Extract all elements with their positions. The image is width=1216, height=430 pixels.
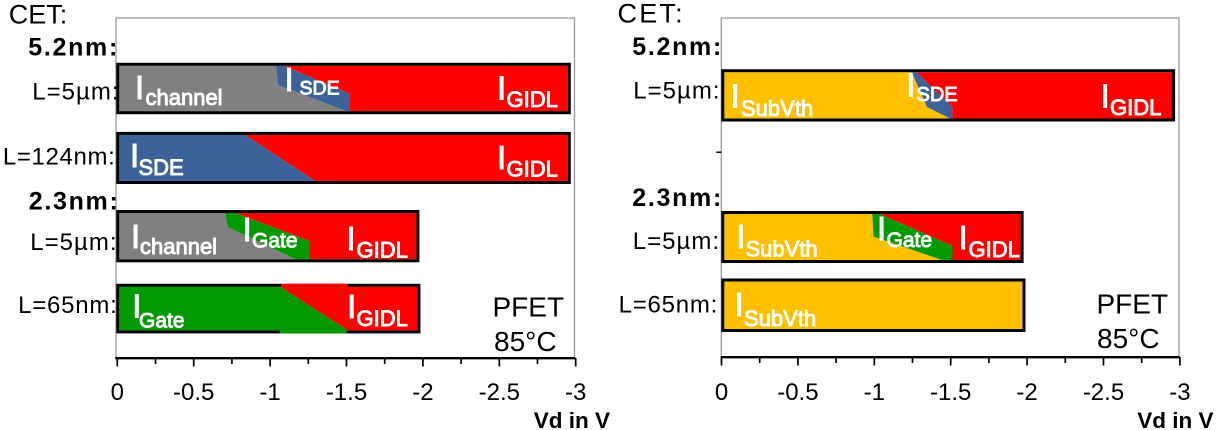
svg-text:PFET: PFET (1097, 289, 1169, 320)
svg-text:I: I (135, 69, 144, 106)
svg-text:-0.5: -0.5 (777, 379, 818, 406)
svg-text:L=5µm:: L=5µm: (32, 79, 119, 106)
svg-text:-1: -1 (259, 379, 280, 406)
svg-text:L=124nm:: L=124nm: (3, 144, 116, 171)
svg-text:L=5µm:: L=5µm: (30, 229, 117, 256)
svg-text:85°C: 85°C (1097, 323, 1160, 354)
svg-text:GIDL: GIDL (357, 306, 408, 331)
svg-text:85°C: 85°C (494, 326, 557, 357)
svg-text:I: I (132, 288, 141, 325)
svg-text:I: I (731, 78, 740, 115)
svg-text:I: I (736, 218, 745, 255)
svg-text:-2.5: -2.5 (479, 379, 520, 406)
svg-text:-1: -1 (864, 379, 885, 406)
svg-text:I: I (285, 61, 294, 98)
svg-text:-0.5: -0.5 (173, 379, 214, 406)
svg-text:0: 0 (715, 379, 728, 406)
svg-text:-3: -3 (565, 379, 586, 406)
svg-text:channel: channel (140, 234, 217, 259)
svg-text:CET:: CET: (9, 0, 68, 30)
svg-text:GIDL: GIDL (507, 87, 558, 112)
svg-text:channel: channel (146, 85, 223, 110)
svg-text:I: I (243, 211, 252, 248)
svg-text:-2: -2 (1016, 379, 1037, 406)
svg-text:I: I (131, 218, 140, 255)
svg-text:5.2nm:: 5.2nm: (632, 33, 723, 61)
svg-text:Gate: Gate (139, 310, 185, 333)
svg-text:5.2nm:: 5.2nm: (28, 33, 119, 61)
svg-text:GIDL: GIDL (357, 238, 408, 263)
svg-text:2.3nm:: 2.3nm: (632, 184, 723, 212)
svg-text:I: I (130, 137, 139, 174)
svg-text:L=5µm:: L=5µm: (633, 78, 720, 105)
svg-text:Gate: Gate (252, 230, 298, 253)
svg-text:L=65nm:: L=65nm: (619, 291, 718, 318)
svg-text:I: I (347, 288, 356, 325)
svg-text:SubVth: SubVth (746, 237, 818, 262)
svg-text:SDE: SDE (917, 84, 958, 106)
svg-text:GIDL: GIDL (969, 237, 1020, 262)
svg-text:-2: -2 (412, 379, 433, 406)
svg-text:I: I (959, 219, 968, 256)
svg-text:I: I (877, 210, 886, 247)
svg-text:I: I (497, 70, 506, 107)
svg-text:-1.5: -1.5 (326, 379, 367, 406)
svg-text:I: I (346, 220, 355, 257)
svg-text:2.3nm:: 2.3nm: (29, 187, 120, 215)
svg-text:I: I (735, 286, 744, 323)
svg-text:I: I (906, 67, 915, 104)
svg-text:I: I (497, 139, 506, 176)
svg-text:Vd in V: Vd in V (534, 408, 610, 430)
svg-text:Gate: Gate (887, 229, 933, 252)
svg-text:GIDL: GIDL (507, 156, 558, 181)
svg-text:-2.5: -2.5 (1083, 379, 1124, 406)
svg-text:CET:: CET: (618, 0, 685, 28)
svg-text:GIDL: GIDL (1110, 95, 1161, 120)
svg-text:PFET: PFET (493, 292, 565, 323)
svg-text:L=65nm:: L=65nm: (18, 292, 117, 319)
svg-text:-1.5: -1.5 (930, 379, 971, 406)
svg-text:I: I (1101, 78, 1110, 115)
svg-text:L=5µm:: L=5µm: (633, 228, 720, 255)
svg-text:-3: -3 (1169, 379, 1190, 406)
svg-text:SubVth: SubVth (744, 306, 816, 331)
svg-text:SDE: SDE (139, 155, 184, 180)
svg-text:0: 0 (111, 379, 124, 406)
svg-text:Vd in V: Vd in V (1137, 408, 1213, 430)
svg-text:SDE: SDE (300, 78, 340, 100)
svg-text:SubVth: SubVth (741, 96, 813, 121)
